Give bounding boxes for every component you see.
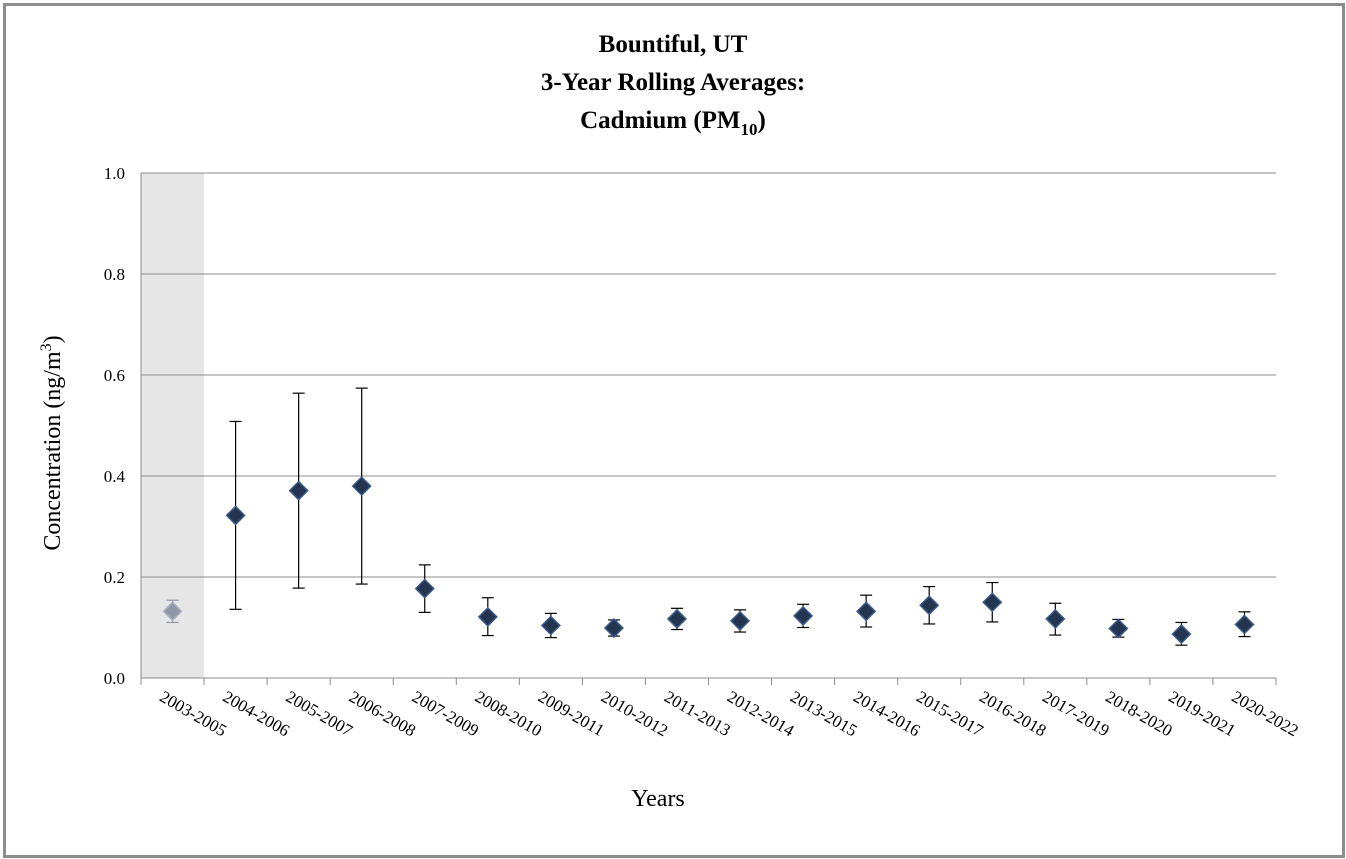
data-point-2020-2022	[1234, 614, 1255, 635]
highlight-band-2003-2005	[141, 173, 205, 678]
data-point-2005-2007	[288, 480, 309, 501]
x-tick-label-2007-2009: 2007-2009	[409, 687, 482, 740]
y-axis-label-main: Concentration (ng/m	[40, 351, 66, 551]
x-tick-label-2013-2015: 2013-2015	[787, 687, 860, 740]
data-point-2015-2017	[919, 595, 940, 616]
y-axis-label-close: )	[40, 335, 66, 343]
chart-title-line-3-main: Cadmium (PM	[580, 107, 740, 134]
data-point-2014-2016	[856, 601, 877, 622]
y-tick-label-0.0: 0.0	[104, 669, 125, 688]
data-point-2010-2012	[603, 617, 624, 639]
chart-title-line-2: 3-Year Rolling Averages:	[541, 69, 805, 96]
data-point-2011-2013	[666, 608, 688, 629]
data-point-2019-2021	[1171, 624, 1192, 645]
data-point-2017-2019	[1045, 608, 1066, 629]
x-tick-label-2006-2008: 2006-2008	[346, 687, 419, 740]
x-tick-label-2012-2014: 2012-2014	[724, 687, 798, 741]
y-axis-label: Concentration (ng/m3)	[38, 335, 66, 550]
x-tick-label-2005-2007: 2005-2007	[283, 687, 357, 741]
x-tick-label-2008-2010: 2008-2010	[472, 687, 545, 740]
x-tick-label-2004-2006: 2004-2006	[220, 687, 293, 740]
chart-title-line-1: Bountiful, UT	[599, 31, 748, 58]
x-tick-label-2016-2018: 2016-2018	[976, 687, 1049, 740]
data-point-2009-2011	[540, 615, 561, 636]
data-point-2004-2006	[225, 505, 246, 526]
y-tick-label-0.8: 0.8	[104, 265, 125, 284]
x-tick-label-2011-2013: 2011-2013	[661, 687, 734, 740]
data-point-2003-2005	[162, 601, 183, 622]
x-tick-label-2017-2019: 2017-2019	[1039, 687, 1112, 740]
x-tick-label-2010-2012: 2010-2012	[598, 687, 671, 740]
data-point-2013-2015	[793, 605, 814, 626]
y-tick-label-1.0: 1.0	[104, 164, 125, 183]
x-tick-label-2015-2017: 2015-2017	[913, 687, 987, 741]
x-tick-label-2020-2022: 2020-2022	[1228, 687, 1301, 740]
chart-frame	[3, 3, 1345, 858]
y-axis-label-superscript: 3	[38, 343, 55, 351]
x-tick-label-2003-2005: 2003-2005	[157, 687, 230, 740]
x-tick-label-2014-2016: 2014-2016	[850, 687, 923, 740]
x-tick-label-2018-2020: 2018-2020	[1102, 687, 1175, 740]
chart-title-line-3: Cadmium (PM10)	[580, 107, 766, 139]
y-tick-label-0.2: 0.2	[104, 568, 125, 587]
data-point-2012-2014	[729, 610, 751, 631]
x-tick-label-2009-2011: 2009-2011	[535, 687, 608, 740]
x-axis-label: Years	[631, 786, 685, 812]
data-point-2018-2020	[1108, 618, 1129, 639]
chart-title-subscript: 10	[741, 120, 758, 139]
plot-area: 0.0 0.2 0.4 0.6 0.8 1.0 2003-20052004-20062005…	[104, 164, 1302, 741]
chart-title-line-3-close: )	[758, 107, 766, 134]
data-point-2016-2018	[982, 592, 1003, 613]
y-tick-label-0.6: 0.6	[104, 366, 125, 385]
x-tick-label-2019-2021: 2019-2021	[1165, 687, 1238, 740]
chart-title: Bountiful, UT 3-Year Rolling Averages: C…	[541, 31, 805, 139]
data-point-2008-2010	[477, 606, 498, 627]
data-point-2006-2008	[351, 476, 372, 497]
data-point-2007-2009	[414, 578, 435, 599]
y-tick-label-0.4: 0.4	[104, 467, 126, 486]
